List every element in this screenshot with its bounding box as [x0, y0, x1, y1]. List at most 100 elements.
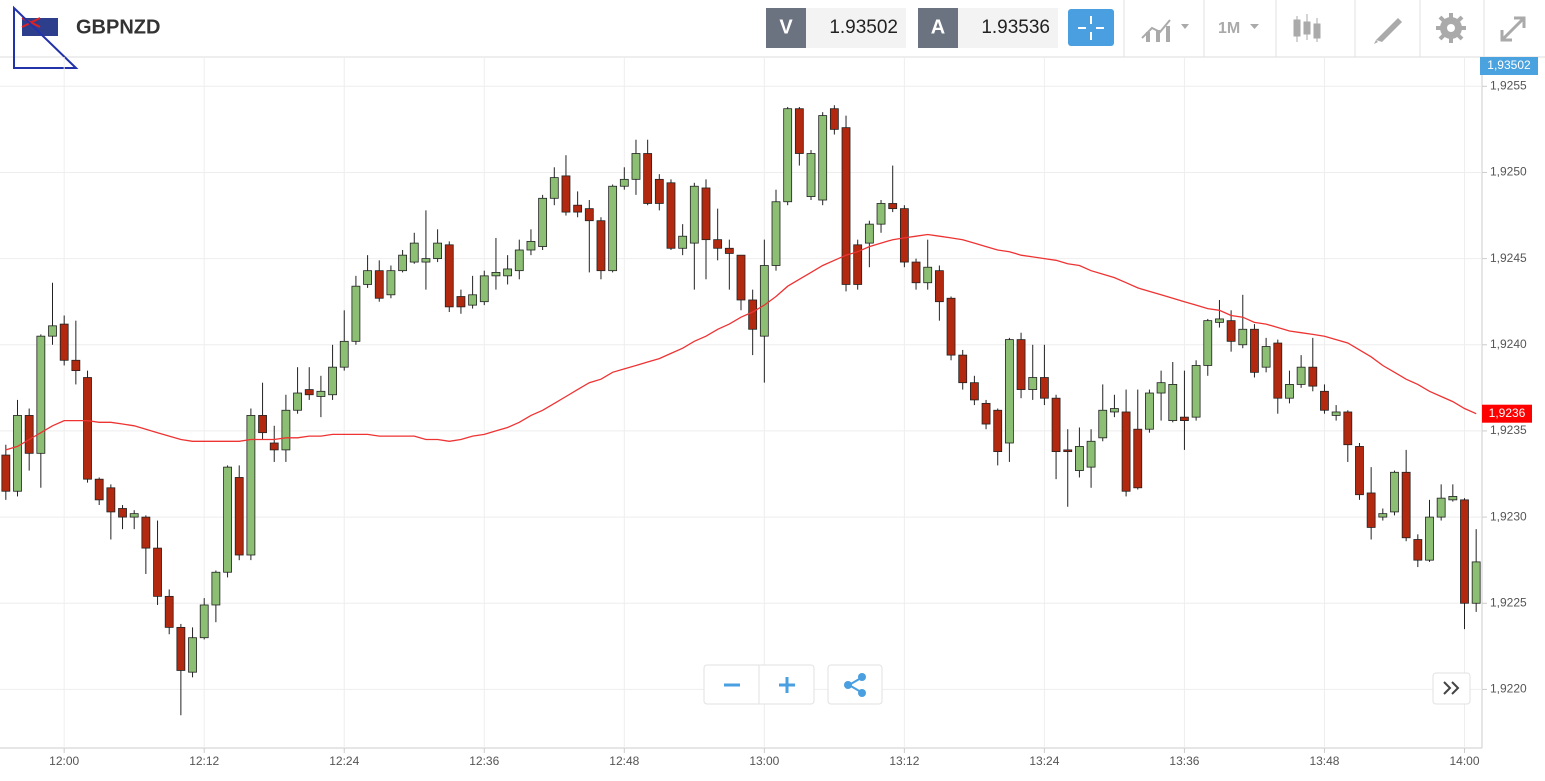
candle-body [1075, 446, 1084, 471]
candle-body [468, 294, 478, 306]
flag [13, 5, 79, 69]
candle-body [853, 244, 863, 285]
candle-body [223, 466, 232, 573]
share-button[interactable] [827, 664, 883, 705]
candle-body [526, 240, 536, 251]
fullscreen-button[interactable] [1500, 16, 1526, 42]
candle-body [1051, 397, 1061, 453]
candle-body [1273, 342, 1283, 399]
candle-body [1436, 497, 1446, 518]
y-tick-label: 1,9220 [1490, 682, 1527, 696]
candle-style-button[interactable] [1293, 14, 1321, 42]
candle-body [899, 208, 909, 263]
candle-body [538, 197, 548, 247]
bid-button[interactable] [766, 8, 806, 48]
zoom-in-button[interactable] [779, 677, 795, 693]
chart-type-button[interactable] [1141, 19, 1189, 42]
candle-body [1296, 366, 1306, 385]
candle-body [1250, 328, 1259, 373]
candle-body [1390, 471, 1399, 513]
candle-body [1460, 499, 1469, 604]
ask-button[interactable] [918, 8, 958, 48]
candle-body [363, 270, 372, 285]
candle-body [479, 275, 489, 303]
candle-body [188, 637, 197, 673]
candle-body [1261, 346, 1271, 368]
candle-body [59, 323, 69, 361]
candle-body [153, 547, 162, 597]
candle-body [1378, 513, 1388, 518]
bid-price: 1.93502 [829, 17, 898, 38]
candle-body [713, 239, 723, 249]
candle-body [1086, 440, 1096, 468]
candle-body [806, 153, 816, 197]
candle-body [48, 325, 57, 337]
y-tick-label: 1,9250 [1490, 165, 1527, 179]
candle-body [514, 249, 524, 272]
x-tick-label: 12:00 [49, 754, 79, 768]
candle-body [1425, 516, 1434, 561]
candle-body [829, 108, 839, 130]
candle-body [246, 415, 256, 556]
candle-body [1331, 411, 1341, 416]
candle-body [818, 115, 828, 201]
candle-body [433, 242, 442, 260]
settings-button[interactable] [1436, 13, 1466, 43]
x-tick-label: 13:00 [749, 754, 779, 768]
candle-body [619, 178, 629, 187]
scroll-end-button[interactable] [1432, 672, 1471, 705]
candle-body [678, 235, 688, 249]
bid-badge-label: 1,93502 [1487, 58, 1531, 72]
candle-body [1308, 366, 1318, 387]
candle-body [1401, 471, 1411, 539]
candle-body [608, 185, 618, 272]
x-tick-label: 13:48 [1309, 754, 1339, 768]
candle-body [36, 335, 46, 454]
candle-body [1191, 365, 1201, 418]
candle-body [654, 178, 664, 204]
candle-body [584, 208, 594, 222]
candle-body [1366, 492, 1376, 528]
timeframe-caret [1250, 24, 1259, 29]
plot: 1,9220 1,9225 1,9230 1,9235 1,9240 1,9245 1,92… [0, 57, 1527, 768]
candle-body [1121, 411, 1131, 492]
candle-body [724, 247, 734, 254]
candle-body [13, 415, 22, 492]
x-tick-label: 14:00 [1449, 754, 1479, 768]
candle-body [631, 153, 641, 180]
candle-body [106, 487, 116, 513]
candle-body [1028, 377, 1038, 390]
candle-body [176, 626, 186, 671]
candle-body [199, 604, 209, 639]
candle-body [561, 175, 571, 213]
candle-body [911, 261, 921, 284]
y-tick-label: 1,9225 [1490, 595, 1527, 609]
candle-body [293, 392, 302, 411]
candle-body [71, 359, 81, 372]
candle-body [316, 390, 326, 397]
draw-button[interactable] [1374, 18, 1402, 44]
candle-body [969, 382, 979, 401]
zoom-controls [703, 664, 815, 705]
candle-body [689, 185, 699, 244]
candle-body [1343, 411, 1353, 446]
candle-body [1285, 384, 1294, 399]
x-tick-label: 12:24 [329, 754, 359, 768]
candle-body [573, 204, 583, 213]
candle-body [234, 477, 244, 556]
candle-body [934, 270, 944, 303]
candle-body [1226, 320, 1236, 342]
x-tick-label: 12:36 [469, 754, 499, 768]
timeframe[interactable]: 1M [1218, 20, 1240, 37]
candle-body [164, 595, 174, 628]
candle-body [1063, 449, 1073, 453]
moving-average [5, 233, 1477, 451]
candle-body [923, 266, 933, 284]
bid-label: V [779, 16, 793, 38]
candle-body [398, 254, 407, 272]
candle-body [1413, 539, 1423, 561]
candle-body [1098, 409, 1108, 439]
candle-body [1133, 428, 1143, 489]
candle-body [1110, 408, 1119, 413]
crosshair-button[interactable] [1068, 9, 1114, 46]
